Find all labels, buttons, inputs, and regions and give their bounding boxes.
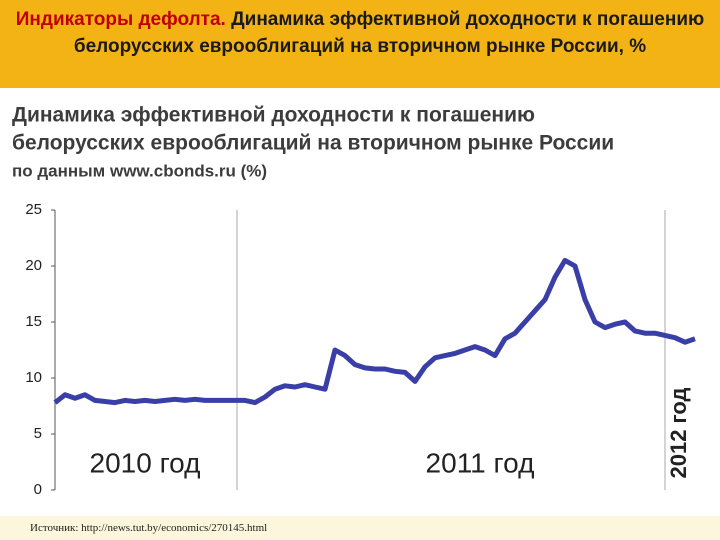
slide-header: Индикаторы дефолта. Динамика эффективной… bbox=[0, 0, 720, 88]
chart-title-line: Динамика эффективной доходности к погаше… bbox=[12, 104, 535, 127]
period-label: 2012 год bbox=[666, 387, 691, 478]
chart-title-line: белорусских еврооблигаций на вторичном р… bbox=[12, 132, 614, 155]
y-tick-label: 15 bbox=[25, 313, 42, 330]
period-label: 2010 год bbox=[90, 447, 201, 478]
header-title: Динамика эффективной доходности к погаше… bbox=[73, 9, 705, 57]
y-tick-label: 25 bbox=[25, 201, 42, 218]
period-label: 2011 год bbox=[426, 447, 535, 478]
header-label: Индикаторы дефолта. bbox=[15, 9, 226, 30]
chart: Динамика эффективной доходности к погаше… bbox=[12, 104, 696, 498]
data-line bbox=[53, 257, 696, 406]
source: Источник: http://news.tut.by/economics/2… bbox=[0, 516, 720, 540]
y-tick-label: 20 bbox=[25, 257, 42, 274]
chart-subtitle: по данным www.cbonds.ru (%) bbox=[12, 161, 267, 180]
y-tick-label: 0 bbox=[34, 481, 42, 498]
y-tick-label: 10 bbox=[25, 369, 42, 386]
y-tick-label: 5 bbox=[34, 425, 42, 442]
